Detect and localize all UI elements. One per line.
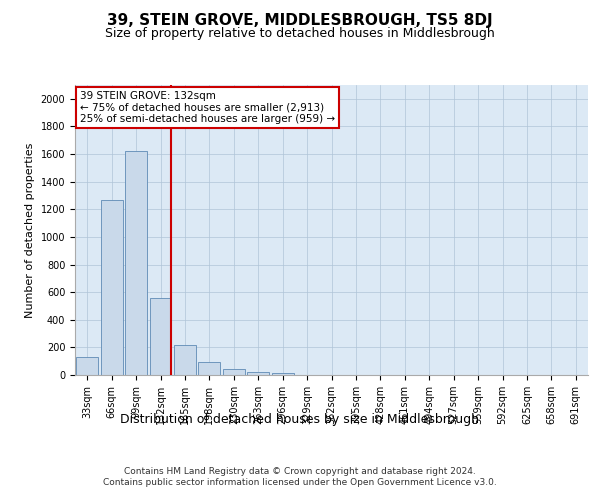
Bar	[272, 373, 293, 375]
Bar	[199, 362, 220, 375]
Bar	[247, 372, 269, 375]
Bar	[125, 152, 147, 375]
Bar	[223, 369, 245, 375]
Bar	[76, 357, 98, 375]
Text: Size of property relative to detached houses in Middlesbrough: Size of property relative to detached ho…	[105, 28, 495, 40]
Text: 39 STEIN GROVE: 132sqm
← 75% of detached houses are smaller (2,913)
25% of semi-: 39 STEIN GROVE: 132sqm ← 75% of detached…	[80, 91, 335, 124]
Text: Distribution of detached houses by size in Middlesbrough: Distribution of detached houses by size …	[121, 412, 479, 426]
Bar	[174, 346, 196, 375]
Text: 39, STEIN GROVE, MIDDLESBROUGH, TS5 8DJ: 39, STEIN GROVE, MIDDLESBROUGH, TS5 8DJ	[107, 12, 493, 28]
Text: Contains HM Land Registry data © Crown copyright and database right 2024.
Contai: Contains HM Land Registry data © Crown c…	[103, 468, 497, 487]
Bar	[101, 200, 122, 375]
Bar	[149, 298, 172, 375]
Y-axis label: Number of detached properties: Number of detached properties	[25, 142, 35, 318]
